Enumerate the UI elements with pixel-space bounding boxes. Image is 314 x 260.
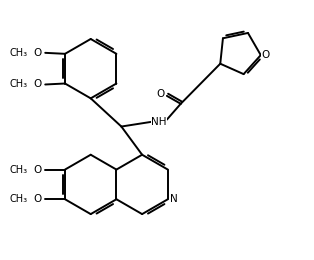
Text: O: O xyxy=(262,50,270,60)
Text: O: O xyxy=(157,89,165,99)
Text: CH₃: CH₃ xyxy=(9,165,28,174)
Text: CH₃: CH₃ xyxy=(9,194,28,204)
Text: O: O xyxy=(33,194,41,204)
Text: N: N xyxy=(170,194,178,204)
Text: NH: NH xyxy=(151,116,167,127)
Text: O: O xyxy=(33,80,41,89)
Text: O: O xyxy=(33,48,41,58)
Text: CH₃: CH₃ xyxy=(9,80,28,89)
Text: O: O xyxy=(33,165,41,174)
Text: CH₃: CH₃ xyxy=(9,48,28,58)
